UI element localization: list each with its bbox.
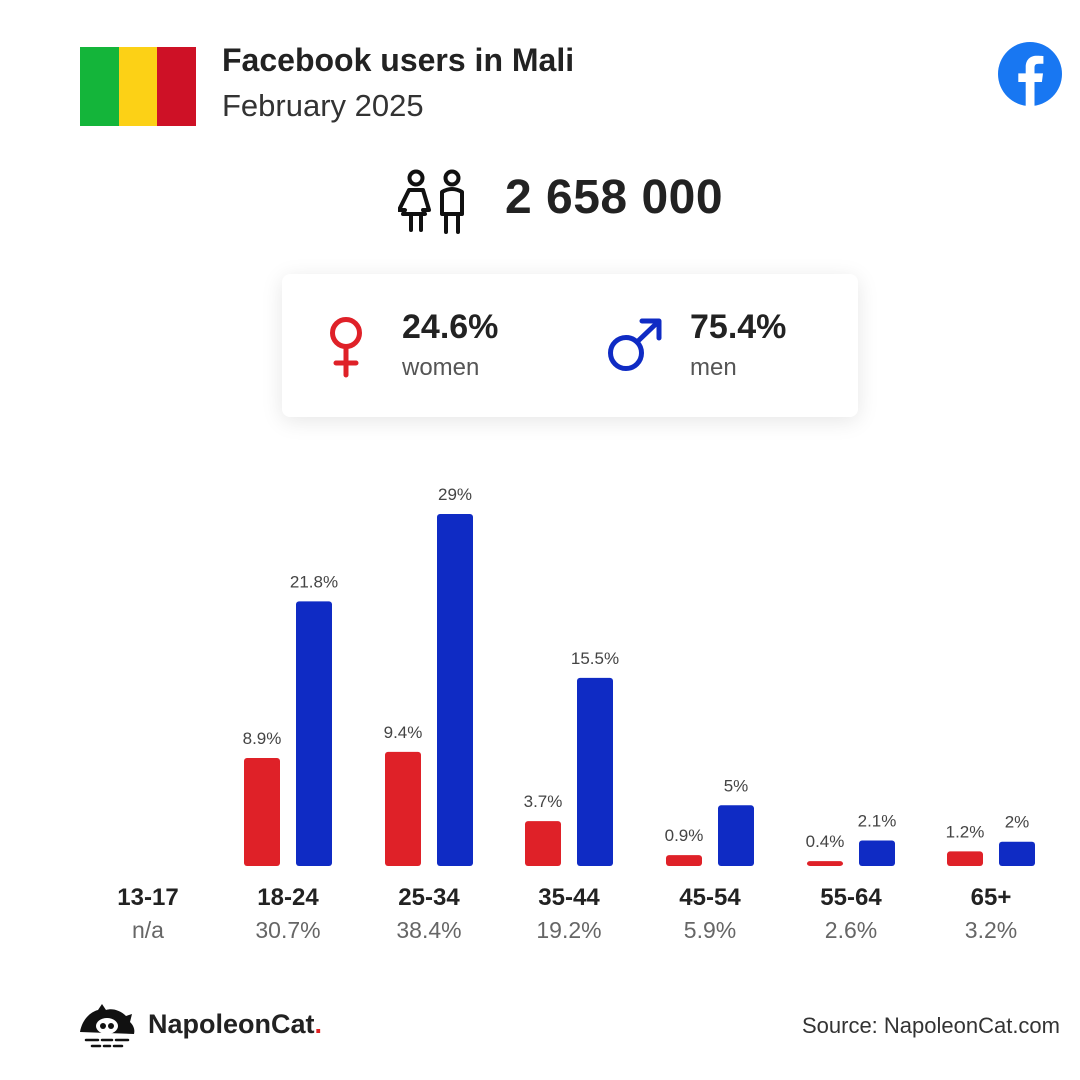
people-icon [398, 169, 464, 234]
women-percent: 24.6% [402, 308, 499, 346]
brand-name-text: NapoleonCat [148, 1009, 315, 1039]
female-symbol-icon [330, 317, 362, 378]
age-label-13-17: 13-17 [117, 884, 179, 911]
page-title: Facebook users in Mali [222, 42, 575, 78]
source-credit: Source: NapoleonCat.com [801, 1013, 1060, 1038]
bar-women-45-54 [666, 855, 702, 866]
women-label: women [402, 354, 480, 381]
bar-men-45-54 [718, 805, 754, 866]
age-total-65-plus: 3.2% [964, 917, 1018, 943]
age-total-18-24: 30.7% [255, 917, 321, 943]
brand-dot: . [314, 1009, 323, 1039]
bar-men-65-plus [999, 841, 1035, 866]
value-label-men-45-54: 5% [724, 776, 749, 795]
value-label-women-25-34: 9.4% [384, 723, 423, 742]
value-label-men-65-plus: 2% [1005, 813, 1030, 832]
value-label-women-45-54: 0.9% [665, 826, 704, 845]
bar-women-18-24 [244, 757, 280, 866]
bar-men-25-34 [437, 514, 473, 866]
flag-stripe-yellow [118, 47, 158, 126]
men-percent: 75.4% [690, 308, 787, 346]
value-label-men-25-34: 29% [438, 485, 472, 504]
value-label-women-18-24: 8.9% [243, 729, 282, 748]
page-subtitle: February 2025 [222, 88, 424, 123]
age-label-45-54: 45-54 [679, 884, 741, 911]
value-label-men-55-64: 2.1% [858, 812, 897, 831]
age-label-25-34: 25-34 [398, 884, 460, 911]
bar-women-25-34 [385, 751, 421, 866]
flag-stripe-green [80, 47, 119, 126]
age-label-55-64: 55-64 [820, 884, 882, 911]
gender-split-card: 24.6% women 75.4% men [282, 274, 858, 417]
bar-men-18-24 [296, 601, 332, 866]
age-total-35-44: 19.2% [536, 917, 602, 943]
bar-men-35-44 [577, 677, 613, 866]
facebook-logo-f [1018, 55, 1044, 106]
age-label-65-plus: 65+ [970, 884, 1012, 911]
value-label-women-55-64: 0.4% [806, 832, 845, 851]
mali-flag [80, 47, 197, 126]
age-gender-bar-chart: 8.9% 21.8% 9.4% 29% 3.7% 15.5% 0.9% 5% 0.4% 2.1% 1… [243, 485, 1035, 866]
age-total-25-34: 38.4% [396, 917, 462, 943]
male-symbol-icon [608, 318, 662, 371]
age-total-13-17: n/a [132, 917, 164, 943]
age-label-35-44: 35-44 [538, 884, 600, 911]
age-total-45-54: 5.9% [683, 917, 737, 943]
facebook-logo-icon [998, 42, 1062, 106]
value-label-men-18-24: 21.8% [290, 572, 338, 591]
bar-women-55-64 [807, 861, 843, 866]
flag-stripe-red [157, 47, 197, 126]
value-label-women-35-44: 3.7% [524, 792, 563, 811]
age-label-18-24: 18-24 [257, 884, 319, 911]
value-label-women-65-plus: 1.2% [946, 822, 985, 841]
men-label: men [690, 354, 737, 381]
bar-men-55-64 [859, 840, 895, 866]
age-total-55-64: 2.6% [824, 917, 878, 943]
napoleoncat-logo-icon [80, 1004, 135, 1048]
brand-name: NapoleonCat. [148, 1009, 322, 1040]
value-label-men-35-44: 15.5% [571, 649, 619, 668]
bar-women-65-plus [947, 851, 983, 866]
total-users: 2 658 000 [505, 171, 724, 224]
bar-women-35-44 [525, 821, 561, 866]
